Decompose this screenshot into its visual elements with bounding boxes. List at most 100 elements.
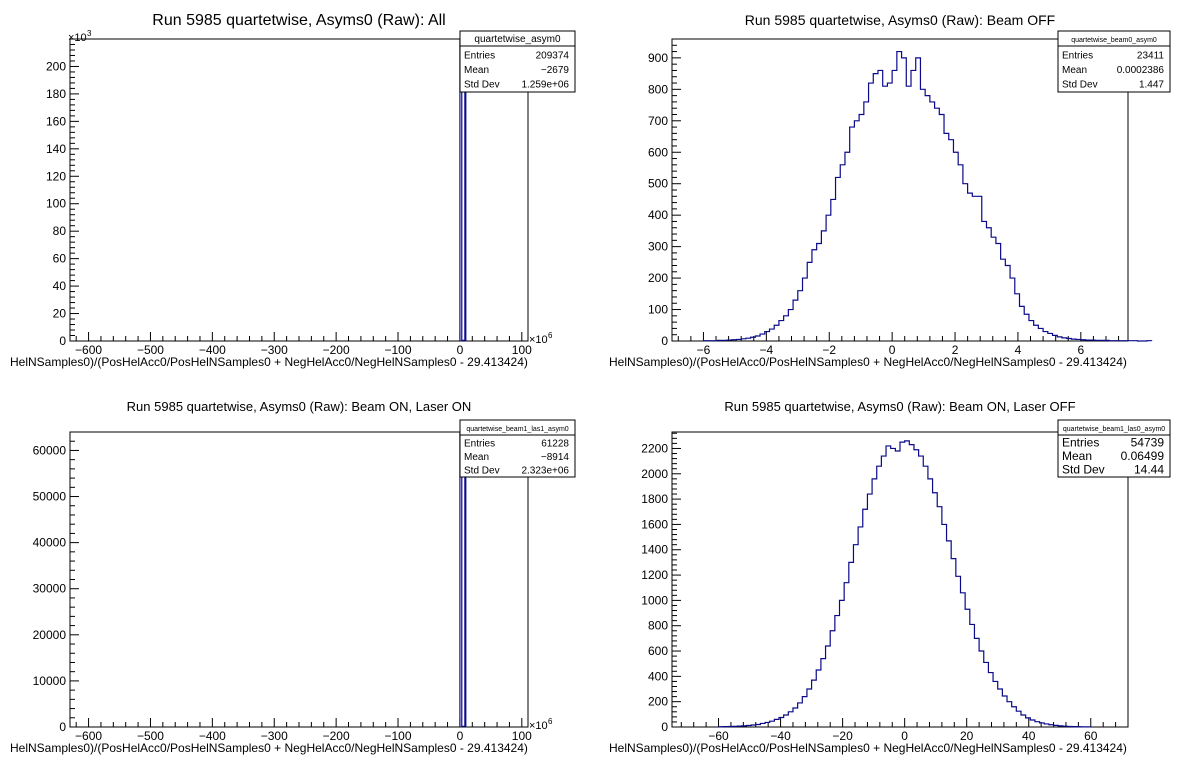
y-tick-label: 600 (648, 644, 668, 658)
histogram-bin (968, 193, 973, 341)
y-tick-label: 300 (648, 240, 668, 254)
histogram-bin (1104, 340, 1109, 341)
histogram-bin (909, 445, 914, 727)
x-tick-label: 20 (960, 729, 974, 743)
histogram-bin (984, 662, 989, 727)
histogram-bin (939, 115, 944, 342)
x-multiplier-label: ×10 (529, 720, 548, 732)
x-tick-label: −2 (822, 343, 836, 357)
histogram-bin (788, 310, 793, 341)
y-tick-label: 500 (648, 177, 668, 191)
y-tick-label: 120 (46, 169, 66, 183)
histogram-bin (774, 719, 779, 727)
histogram-bin (812, 250, 817, 341)
histogram-bin (1054, 725, 1059, 727)
histogram-bin (751, 725, 756, 727)
stats-row-label: Std Dev (1062, 80, 1098, 91)
histogram-bin (718, 340, 723, 341)
histogram-bin (942, 524, 947, 727)
stats-row-value: 14.44 (1134, 462, 1164, 476)
x-tick-label: 0 (457, 343, 464, 357)
histogram-bin (914, 450, 919, 727)
y-tick-label: 1200 (641, 568, 668, 582)
histogram-bin (1044, 724, 1049, 727)
histogram-bin (960, 593, 965, 727)
histogram-bin (905, 441, 910, 727)
histogram-bin (1024, 314, 1029, 341)
histogram-bin (859, 115, 864, 342)
x-tick-label: −6 (697, 343, 711, 357)
stats-row-value: 0.0002386 (1117, 65, 1165, 76)
histogram-bin (803, 278, 808, 341)
y-tick-label: 160 (46, 114, 66, 128)
x-axis-label: HelNSamples0)/(PosHelAcc0/PosHelNSamples… (609, 355, 1127, 369)
x-tick-label: 0 (889, 343, 896, 357)
histogram-panel-2: Run 5985 quartetwise, Asyms0 (Raw): Beam… (609, 12, 1171, 369)
histogram-bin (970, 624, 975, 727)
histogram-bin (840, 165, 845, 341)
histogram-bin (1030, 720, 1035, 727)
x-tick-label: −60 (708, 729, 729, 743)
histogram-bin (977, 196, 982, 341)
histogram-bin (872, 479, 877, 727)
histogram-bin (760, 723, 765, 727)
histogram-bin (887, 83, 892, 341)
histogram-bin (756, 724, 761, 727)
histogram-bin (869, 83, 874, 341)
histogram-bin (741, 339, 746, 341)
y-tick-label: 60000 (33, 443, 67, 457)
histogram-bin (1043, 332, 1048, 341)
histogram-bin (1007, 702, 1012, 727)
stats-row-value: 54739 (1131, 436, 1165, 450)
histogram-bin (1001, 259, 1006, 341)
histogram-bin (1035, 722, 1040, 727)
stats-row-value: 2.323e+06 (521, 465, 569, 476)
y-tick-label: 100 (648, 303, 668, 317)
x-axis-label: HelNSamples0)/(PosHelAcc0/PosHelNSamples… (609, 741, 1127, 755)
stats-row-label: Mean (1062, 449, 1092, 463)
x-tick-label: −4 (760, 343, 774, 357)
histogram-bin (979, 651, 984, 727)
histogram-bin (765, 332, 770, 341)
x-tick-label: −200 (323, 729, 350, 743)
histogram-bin (849, 562, 854, 727)
histogram-bin (727, 340, 732, 341)
y-multiplier-exponent: 3 (87, 29, 92, 38)
histogram-bin (784, 715, 789, 727)
histogram-bin (1062, 338, 1067, 341)
histogram-bin (798, 703, 803, 727)
y-tick-label: 0 (661, 334, 668, 348)
histogram-bin (845, 152, 850, 341)
chart-title: Run 5985 quartetwise, Asyms0 (Raw): Beam… (724, 399, 1075, 414)
histogram-bin (878, 70, 883, 341)
histogram-bin (840, 600, 845, 727)
y-tick-label: 200 (648, 271, 668, 285)
y-tick-label: 80 (53, 224, 67, 238)
histogram-bin (925, 96, 930, 341)
histogram-bin (920, 89, 925, 341)
histogram-bin (1029, 321, 1034, 341)
x-tick-label: 2 (952, 343, 959, 357)
histogram-bin (916, 58, 921, 341)
x-multiplier-exponent: 6 (548, 331, 553, 340)
histogram-bin (826, 646, 831, 727)
histogram-bin (830, 631, 835, 727)
histogram-bin (986, 228, 991, 341)
histogram-series (702, 50, 1153, 342)
x-tick-label: −400 (199, 343, 226, 357)
histogram-bin (902, 58, 907, 341)
stats-row-label: Std Dev (1062, 462, 1105, 476)
y-tick-label: 200 (648, 695, 668, 709)
histogram-bin (755, 336, 760, 341)
histogram-bin (881, 456, 886, 727)
histogram-bin (949, 140, 954, 341)
histogram-bin (831, 199, 836, 341)
stats-row-label: Mean (464, 65, 489, 76)
y-tick-label: 800 (648, 619, 668, 633)
stats-row-label: Entries (1062, 50, 1093, 61)
histogram-bin (793, 708, 798, 727)
histogram-bin (1071, 339, 1076, 341)
histogram-bin (821, 231, 826, 341)
histogram-bin (937, 507, 942, 727)
x-tick-label: 0 (901, 729, 908, 743)
